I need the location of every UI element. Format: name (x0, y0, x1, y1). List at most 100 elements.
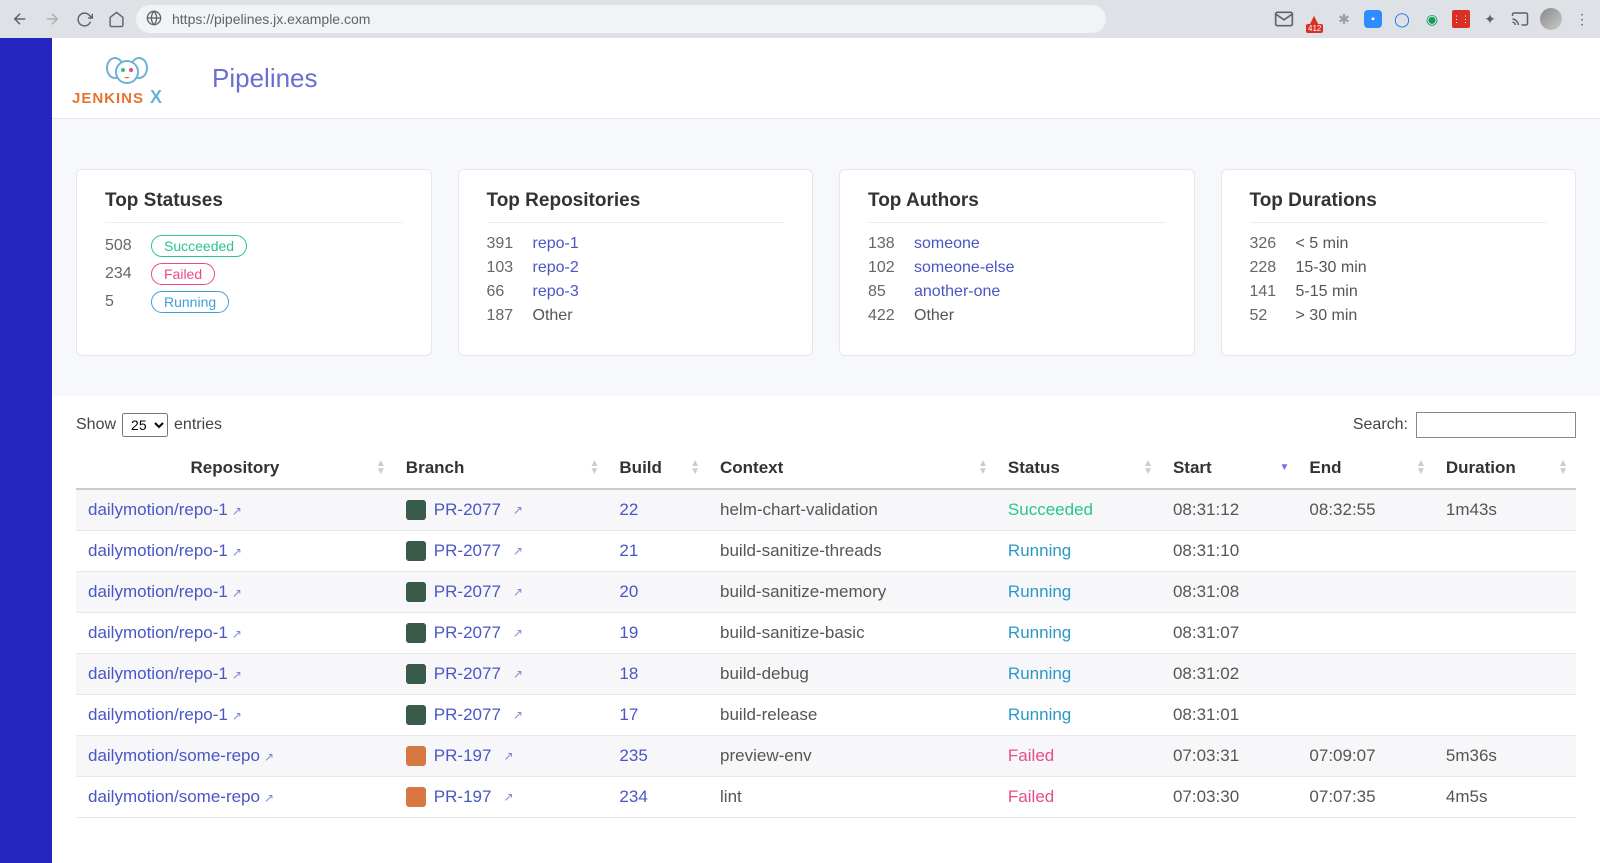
col-end[interactable]: End▲▼ (1297, 448, 1433, 489)
author-label[interactable]: another-one (914, 283, 1000, 301)
repo-label[interactable]: repo-3 (533, 283, 579, 301)
build-link[interactable]: 234 (619, 787, 647, 806)
repo-label[interactable]: repo-1 (533, 235, 579, 253)
external-link-icon: ↗ (503, 790, 513, 804)
col-repository[interactable]: Repository▲▼ (76, 448, 394, 489)
ext-circle-blue-icon[interactable]: ◯ (1392, 9, 1412, 29)
card-title: Top Durations (1250, 190, 1548, 223)
build-link[interactable]: 20 (619, 582, 638, 601)
jenkinsx-logo[interactable]: JENKINS X (72, 48, 182, 108)
repo-link[interactable]: dailymotion/repo-1 (88, 623, 228, 642)
col-build[interactable]: Build▲▼ (607, 448, 708, 489)
end-cell (1297, 613, 1433, 654)
col-status[interactable]: Status▲▼ (996, 448, 1161, 489)
end-cell: 07:07:35 (1297, 777, 1433, 818)
status-row: 508 Succeeded (105, 235, 403, 257)
status-count: 234 (105, 265, 137, 283)
col-branch[interactable]: Branch▲▼ (394, 448, 608, 489)
external-link-icon: ↗ (264, 791, 274, 805)
repo-link[interactable]: dailymotion/repo-1 (88, 500, 228, 519)
build-link[interactable]: 21 (619, 541, 638, 560)
status-pill[interactable]: Failed (151, 263, 215, 285)
sort-icon: ▲▼ (978, 460, 988, 476)
branch-link[interactable]: PR-2077 (434, 582, 501, 602)
author-label[interactable]: someone (914, 235, 980, 253)
external-link-icon: ↗ (232, 504, 242, 518)
search-label: Search: (1353, 416, 1408, 434)
author-avatar-icon (406, 664, 426, 684)
ext-zoom-icon[interactable]: ▪ (1364, 10, 1382, 28)
page-title: Pipelines (212, 63, 318, 94)
branch-link[interactable]: PR-2077 (434, 705, 501, 725)
status-pill[interactable]: Succeeded (151, 235, 247, 257)
branch-link[interactable]: PR-2077 (434, 623, 501, 643)
page: JENKINS X Pipelines Top Statuses 508 Succ… (0, 38, 1600, 863)
sort-icon: ▲▼ (1558, 460, 1568, 476)
table-row: dailymotion/some-repo↗PR-197↗235preview-… (76, 736, 1576, 777)
content: JENKINS X Pipelines Top Statuses 508 Succ… (52, 38, 1600, 863)
duration-label: 5-15 min (1296, 283, 1358, 301)
card-top-repositories: Top Repositories 391repo-1103repo-266rep… (458, 169, 814, 356)
external-link-icon: ↗ (513, 667, 523, 681)
author-label[interactable]: someone-else (914, 259, 1015, 277)
duration-cell: 4m5s (1434, 777, 1576, 818)
repo-link[interactable]: dailymotion/repo-1 (88, 541, 228, 560)
build-link[interactable]: 18 (619, 664, 638, 683)
status-pill[interactable]: Running (151, 291, 229, 313)
branch-link[interactable]: PR-2077 (434, 541, 501, 561)
branch-link[interactable]: PR-197 (434, 746, 492, 766)
end-cell (1297, 654, 1433, 695)
repo-link[interactable]: dailymotion/some-repo (88, 787, 260, 806)
search-input[interactable] (1416, 412, 1576, 438)
build-link[interactable]: 17 (619, 705, 638, 724)
table-row: dailymotion/repo-1↗PR-2077↗21build-sanit… (76, 531, 1576, 572)
build-link[interactable]: 235 (619, 746, 647, 765)
reload-button[interactable] (72, 7, 96, 31)
author-row: 138someone (868, 235, 1166, 253)
ext-puzzle-icon[interactable]: ✦ (1480, 9, 1500, 29)
status-count: 508 (105, 237, 137, 255)
branch-link[interactable]: PR-2077 (434, 500, 501, 520)
repo-link[interactable]: dailymotion/repo-1 (88, 705, 228, 724)
author-count: 102 (868, 259, 900, 277)
col-start[interactable]: Start▼ (1161, 448, 1297, 489)
repo-label[interactable]: repo-2 (533, 259, 579, 277)
ext-green-icon[interactable]: ◉ (1422, 9, 1442, 29)
col-duration[interactable]: Duration▲▼ (1434, 448, 1576, 489)
author-row: 85another-one (868, 283, 1166, 301)
repo-link[interactable]: dailymotion/repo-1 (88, 664, 228, 683)
ext-cast-icon[interactable] (1510, 9, 1530, 29)
show-entries-select[interactable]: 25 (122, 413, 168, 437)
repo-link[interactable]: dailymotion/repo-1 (88, 582, 228, 601)
card-title: Top Statuses (105, 190, 403, 223)
ext-red-badge-icon[interactable]: ▲ (1304, 9, 1324, 29)
repo-link[interactable]: dailymotion/some-repo (88, 746, 260, 765)
sidebar-stripe (0, 38, 52, 863)
status-count: 5 (105, 293, 137, 311)
ext-red-square-icon[interactable]: ⋮⋮ (1452, 10, 1470, 28)
back-button[interactable] (8, 7, 32, 31)
author-row: 102 someone-else (868, 259, 1166, 277)
build-link[interactable]: 22 (619, 500, 638, 519)
profile-avatar-icon[interactable] (1540, 8, 1562, 30)
browser-menu-icon[interactable]: ⋮ (1572, 9, 1592, 29)
gmail-icon[interactable] (1274, 9, 1294, 29)
build-link[interactable]: 19 (619, 623, 638, 642)
forward-button[interactable] (40, 7, 64, 31)
table-row: dailymotion/repo-1↗PR-2077↗19build-sanit… (76, 613, 1576, 654)
ext-gear-icon[interactable]: ✱ (1334, 9, 1354, 29)
branch-link[interactable]: PR-2077 (434, 664, 501, 684)
col-context[interactable]: Context▲▼ (708, 448, 996, 489)
home-button[interactable] (104, 7, 128, 31)
card-top-authors: Top Authors 138someone102someone-else85a… (839, 169, 1195, 356)
branch-link[interactable]: PR-197 (434, 787, 492, 807)
duration-count: 228 (1250, 259, 1282, 277)
duration-cell (1434, 572, 1576, 613)
start-cell: 07:03:31 (1161, 736, 1297, 777)
url-bar[interactable]: https://pipelines.jx.example.com (136, 5, 1106, 33)
sort-icon: ▲▼ (590, 460, 600, 476)
author-avatar-icon (406, 705, 426, 725)
sort-icon: ▲▼ (376, 460, 386, 476)
status-cell: Running (1008, 664, 1071, 683)
duration-cell (1434, 531, 1576, 572)
